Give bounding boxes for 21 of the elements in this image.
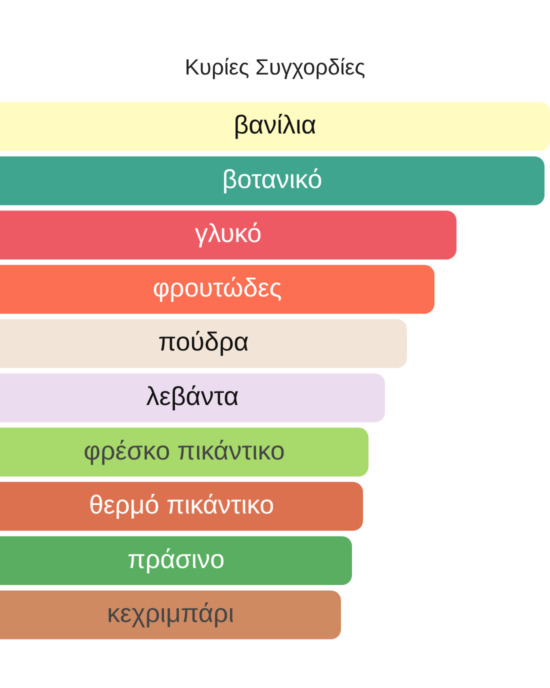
bar xyxy=(0,210,456,260)
y-tick-label: θερμό πικάντικο xyxy=(88,490,274,520)
y-tick-label: φρέσκο πικάντικο xyxy=(84,435,285,466)
y-tick-label: πούδρα xyxy=(158,326,249,357)
bar xyxy=(0,264,434,314)
bar xyxy=(0,319,407,368)
bar xyxy=(0,590,341,640)
y-tick-label: λεβάντα xyxy=(146,381,239,411)
bar xyxy=(0,482,363,531)
y-tick-label: βανίλια xyxy=(234,110,316,140)
bar xyxy=(0,428,368,477)
bar xyxy=(0,102,550,151)
y-tick-label: γλυκό xyxy=(194,218,262,248)
y-tick-label: φρουτώδες xyxy=(152,272,282,302)
bar xyxy=(0,373,385,422)
bar xyxy=(0,536,352,586)
y-tick-label: πράσινο xyxy=(127,544,225,574)
y-tick-label: κεχριμπάρι xyxy=(107,598,234,628)
bar xyxy=(0,156,544,206)
y-tick-label: βοτανικό xyxy=(222,164,322,194)
chart-title: Κυρίες Συγχορδίες xyxy=(184,54,366,80)
